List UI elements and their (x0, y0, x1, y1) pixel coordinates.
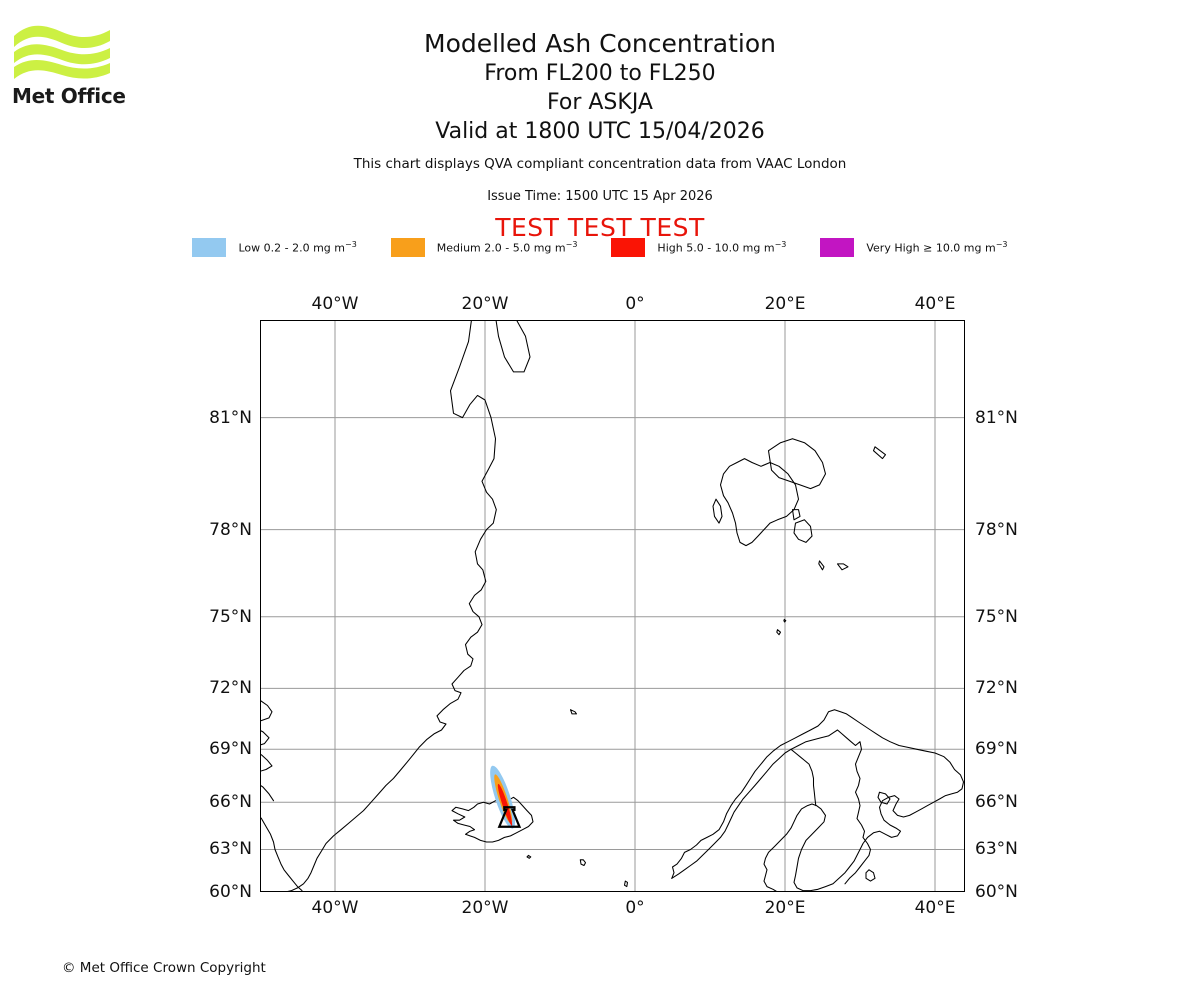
logo-text: Met Office (12, 84, 126, 108)
lat-tick-label-right: 66°N (975, 792, 1018, 813)
coastline-path (261, 817, 303, 891)
coastline-path (767, 438, 827, 490)
lat-tick-label-right: 63°N (975, 839, 1018, 860)
coastline-path (671, 709, 964, 891)
lon-tick-label-bottom: 20°W (461, 898, 509, 918)
lon-tick-label-bottom: 20°E (764, 898, 806, 918)
coastline-path (712, 498, 723, 524)
coastline-path (719, 458, 800, 547)
lon-tick-label-top: 20°E (764, 294, 806, 314)
lat-tick-label-right: 72°N (975, 678, 1018, 699)
coastline-path (783, 618, 787, 623)
lat-tick-label-left: 60°N (209, 882, 252, 902)
lon-tick-label-top: 0° (625, 294, 645, 314)
legend-swatch-very-high (820, 238, 855, 257)
volcano-marker-askja (497, 806, 522, 828)
legend-label-low: Low 0.2 - 2.0 mg m−3 (238, 240, 357, 255)
lon-tick-label-bottom: 40°E (914, 898, 956, 918)
lat-tick-label-right: 69°N (975, 739, 1018, 760)
lat-tick-label-left: 66°N (209, 792, 252, 813)
coastline-path (451, 796, 534, 843)
lat-tick-label-left: 78°N (209, 519, 252, 540)
coastline-path (526, 854, 532, 859)
coastline-path (865, 869, 876, 882)
coastline-path (579, 859, 587, 867)
lat-tick-label-left: 69°N (209, 739, 252, 760)
lon-tick-label-bottom: 0° (625, 898, 645, 918)
legend-item-medium: Medium 2.0 - 5.0 mg m−3 (390, 238, 612, 257)
coastline-path (569, 709, 578, 715)
coastline-path (261, 753, 273, 772)
legend-item-very-high: Very High ≥ 10.0 mg m−3 (820, 238, 1008, 257)
map-canvas (261, 321, 964, 891)
coastline-path (877, 791, 891, 805)
volcano-symbol-icon (497, 806, 522, 828)
coastline-path (818, 560, 825, 571)
valid-time-line: Valid at 1800 UTC 15/04/2026 (435, 119, 765, 144)
page-title: Modelled Ash Concentration (424, 29, 776, 58)
coastline-path (623, 880, 629, 888)
lat-tick-label-right: 75°N (975, 606, 1018, 627)
legend-label-high: High 5.0 - 10.0 mg m−3 (657, 240, 787, 255)
coastline-path (872, 446, 887, 460)
lon-tick-label-top: 20°W (461, 294, 509, 314)
lat-tick-label-left: 63°N (209, 839, 252, 860)
coastline-path (261, 700, 273, 722)
lon-tick-label-top: 40°W (311, 294, 359, 314)
ash-plume (490, 765, 516, 829)
issue-time-text: Issue Time: 1500 UTC 15 Apr 2026 (487, 189, 713, 204)
legend-swatch-low (192, 238, 227, 257)
lat-tick-label-left: 75°N (209, 606, 252, 627)
map-coastlines (261, 321, 964, 891)
map-frame (260, 320, 965, 892)
lat-tick-label-left: 81°N (209, 407, 252, 428)
coastline-path (495, 321, 531, 373)
lat-tick-label-left: 72°N (209, 678, 252, 699)
coastline-path (791, 509, 801, 521)
map-panel: 40°W 20°W 0° 20°E 40°E 40°W 20°W 0° 20°E 40°E 81… (209, 294, 1018, 918)
met-office-wave-icon (14, 25, 110, 79)
coastline-path (790, 729, 839, 750)
volcano-name-line: For ASKJA (547, 90, 653, 115)
coastline-path (261, 730, 270, 746)
chart-title-block: Modelled Ash Concentration From FL200 to… (0, 28, 1200, 146)
chart-subtitle: This chart displays QVA compliant concen… (353, 156, 847, 172)
coastline-path (671, 748, 792, 879)
lon-tick-label-top: 40°E (914, 294, 956, 314)
coastline-path (793, 519, 813, 543)
legend-label-medium: Medium 2.0 - 5.0 mg m−3 (436, 240, 578, 255)
legend-label-very-high: Very High ≥ 10.0 mg m−3 (866, 240, 1008, 255)
coastline-path (790, 748, 817, 807)
lat-tick-label-right: 60°N (975, 882, 1018, 902)
lat-tick-label-right: 81°N (975, 407, 1018, 428)
coastline-path (836, 729, 872, 885)
coastline-path (261, 785, 275, 802)
legend-item-high: High 5.0 - 10.0 mg m−3 (611, 238, 820, 257)
coastline-path (287, 321, 497, 891)
flight-level-line: From FL200 to FL250 (484, 61, 716, 86)
lon-tick-label-bottom: 40°W (311, 898, 359, 918)
legend-swatch-medium (390, 238, 425, 257)
map-gridlines (261, 321, 964, 891)
plume-contour (504, 802, 513, 826)
coastline-path (836, 563, 849, 571)
copyright-text: © Met Office Crown Copyright (62, 960, 266, 976)
concentration-legend: Low 0.2 - 2.0 mg m−3 Medium 2.0 - 5.0 mg… (0, 238, 1200, 257)
test-banner: TEST TEST TEST (495, 213, 705, 242)
lat-tick-label-right: 78°N (975, 519, 1018, 540)
legend-swatch-high (611, 238, 646, 257)
met-office-logo: Met Office (12, 22, 132, 114)
coastline-path (776, 629, 782, 636)
legend-item-low: Low 0.2 - 2.0 mg m−3 (192, 238, 390, 257)
